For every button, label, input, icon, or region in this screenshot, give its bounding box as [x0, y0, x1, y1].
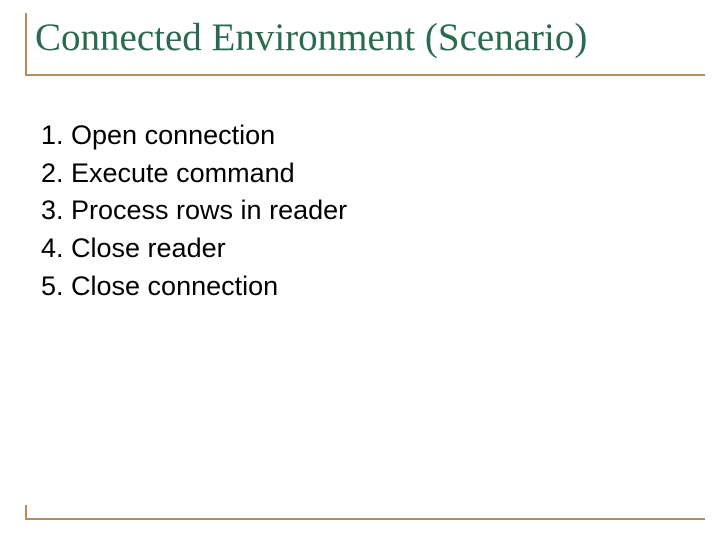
title-border-left — [25, 13, 27, 76]
slide-container: Connected Environment (Scenario) 1. Open… — [0, 0, 720, 540]
list-item: 3. Process rows in reader — [41, 193, 685, 229]
footer-border-bottom — [25, 518, 705, 520]
list-item: 1. Open connection — [41, 118, 685, 154]
title-border-bottom — [25, 74, 705, 76]
list-item: 2. Execute command — [41, 156, 685, 192]
list-item: 5. Close connection — [41, 269, 685, 305]
title-block: Connected Environment (Scenario) — [35, 15, 685, 68]
list-item: 4. Close reader — [41, 231, 685, 267]
ordered-list: 1. Open connection 2. Execute command 3.… — [35, 118, 685, 304]
slide-title: Connected Environment (Scenario) — [35, 15, 685, 60]
